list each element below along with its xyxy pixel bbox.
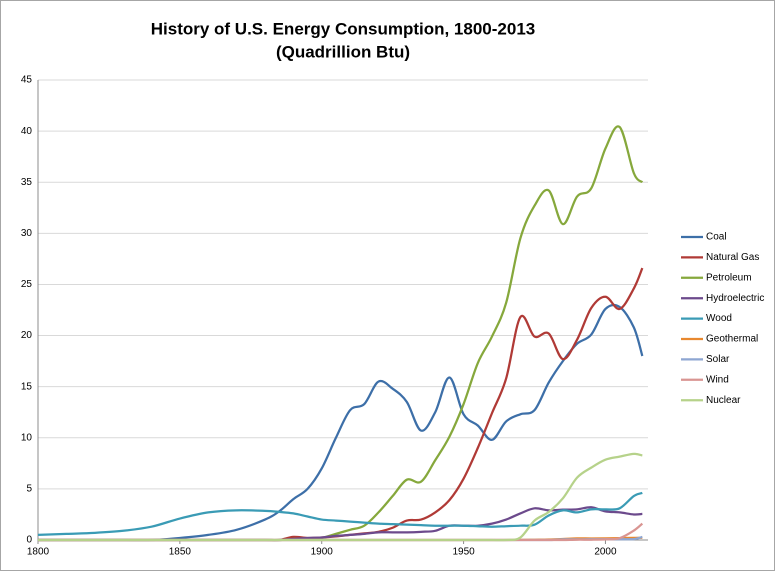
x-tick-label: 1800 — [27, 547, 50, 558]
y-tick-label: 15 — [21, 381, 33, 392]
legend-label: Wind — [706, 374, 729, 385]
legend-label: Natural Gas — [706, 252, 759, 263]
legend-label: Petroleum — [706, 272, 752, 283]
y-tick-label: 5 — [26, 484, 32, 495]
legend-label: Nuclear — [706, 395, 741, 406]
x-tick-label: 1900 — [311, 547, 334, 558]
x-tick-label: 1950 — [452, 547, 475, 558]
y-tick-label: 45 — [21, 75, 33, 86]
legend-label: Geothermal — [706, 334, 758, 345]
legend-label: Coal — [706, 232, 727, 243]
y-tick-label: 20 — [21, 330, 33, 341]
legend-label: Wood — [706, 313, 732, 324]
series-line — [37, 491, 643, 537]
series-line — [38, 452, 643, 542]
y-tick-label: 25 — [21, 279, 33, 290]
chart-subtitle: (Quadrillion Btu) — [276, 42, 410, 61]
y-tick-label: 30 — [21, 228, 33, 239]
y-tick-label: 0 — [26, 535, 32, 546]
x-tick-label: 1850 — [169, 547, 192, 558]
chart-title: History of U.S. Energy Consumption, 1800… — [151, 19, 535, 38]
y-tick-label: 40 — [21, 126, 33, 137]
y-tick-label: 35 — [21, 177, 33, 188]
legend-label: Hydroelectric — [706, 293, 764, 304]
legend-label: Solar — [706, 354, 730, 365]
x-tick-label: 2000 — [594, 547, 617, 558]
y-tick-label: 10 — [21, 432, 33, 443]
